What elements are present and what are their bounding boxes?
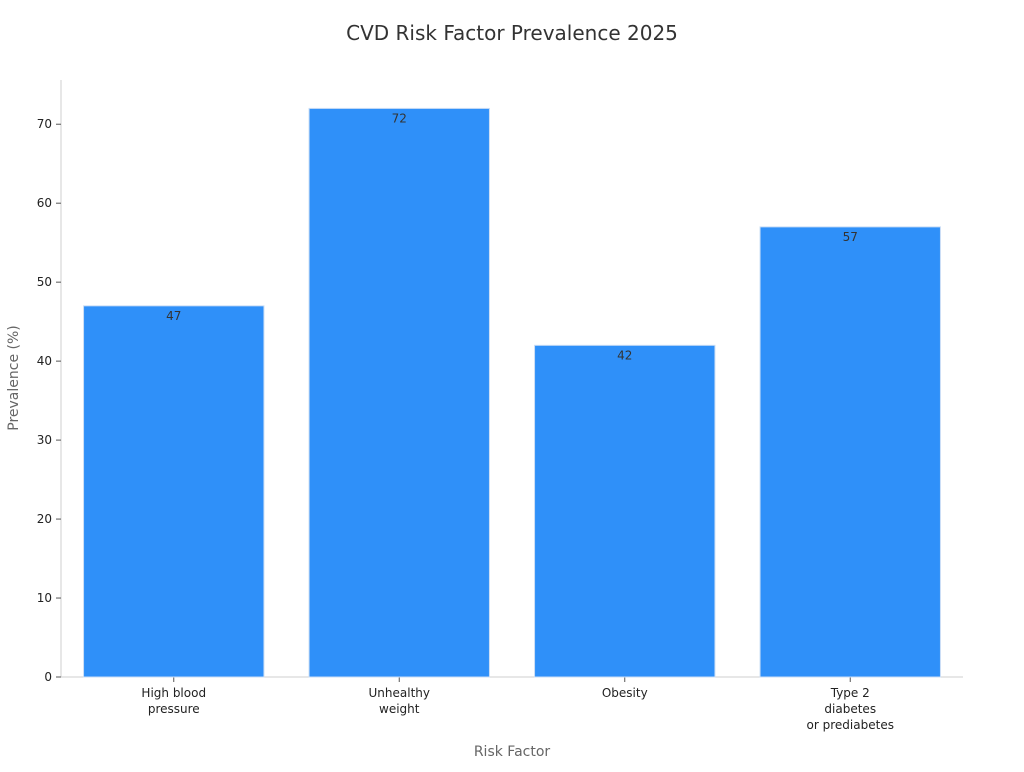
bar [83,305,265,678]
x-tick-label: High blood pressure [141,686,206,716]
y-tick-label: 0 [44,670,52,684]
x-tick-label: Unhealthy weight [369,686,430,716]
y-tick-label: 50 [37,275,52,289]
bars-group [83,107,941,678]
y-tick-label: 70 [37,117,52,131]
data-label: 42 [617,348,632,362]
y-tick-label: 30 [37,433,52,447]
data-label: 72 [392,111,407,125]
y-tick-label: 10 [37,591,52,605]
x-axis-label: Risk Factor [474,744,551,760]
x-tick-label: Obesity [602,686,648,700]
bar [534,344,716,678]
x-tick-label: Type 2 diabetes or prediabetes [807,686,894,732]
y-tick-label: 40 [37,354,52,368]
x-axis: High blood pressure Unhealthy weight Obesity… [61,676,963,732]
bar [759,226,941,678]
y-axis-label: Prevalence (%) [6,325,22,431]
y-tick-label: 60 [37,196,52,210]
chart-title: CVD Risk Factor Prevalence 2025 [346,21,678,45]
data-label: 57 [843,230,858,244]
bar [308,107,490,678]
y-axis: 0 10 20 30 40 50 60 70 [37,80,62,684]
data-labels-group: 47 72 42 57 [166,111,858,362]
data-label: 47 [166,309,181,323]
y-tick-label: 20 [37,512,52,526]
